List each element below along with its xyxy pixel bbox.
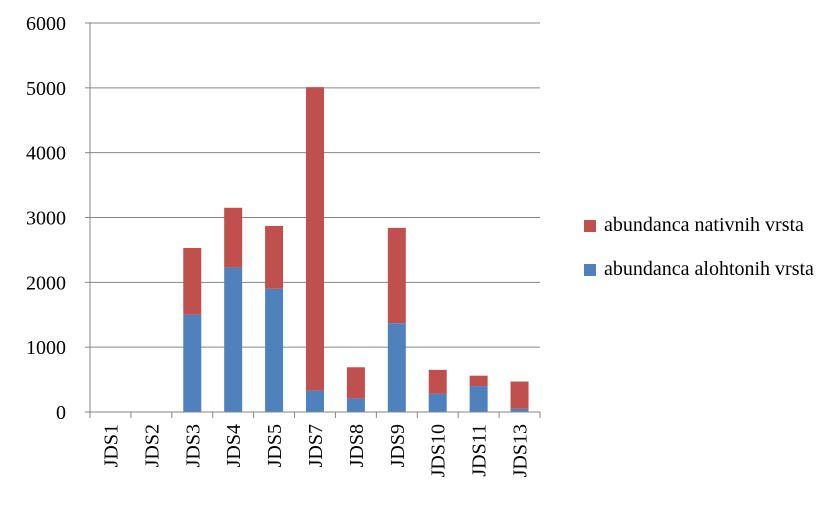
bar-segment bbox=[265, 225, 284, 289]
bar-segment bbox=[183, 314, 202, 412]
y-tick-label: 5000 bbox=[26, 78, 66, 100]
x-tick-label: JDS9 bbox=[387, 424, 409, 467]
y-tick-label: 3000 bbox=[26, 208, 66, 230]
bar-segment bbox=[346, 398, 365, 412]
x-tick-label: JDS8 bbox=[346, 424, 368, 467]
x-tick-label: JDS7 bbox=[305, 424, 327, 467]
legend-entry: abundanca alohtonih vrsta bbox=[584, 256, 824, 282]
y-tick-label: 2000 bbox=[26, 272, 66, 294]
bar-segment bbox=[346, 367, 365, 399]
bar-segment bbox=[183, 247, 202, 315]
bar-segment bbox=[428, 369, 447, 394]
bar-segment bbox=[224, 267, 243, 412]
x-tick-label: JDS4 bbox=[223, 424, 245, 467]
legend-label: abundanca alohtonih vrsta bbox=[604, 258, 814, 280]
y-tick-label: 4000 bbox=[26, 143, 66, 165]
legend-label: abundanca nativnih vrsta bbox=[604, 214, 804, 236]
x-tick-label: JDS10 bbox=[428, 424, 450, 477]
bar-segment bbox=[306, 87, 324, 391]
bar-segment bbox=[469, 386, 488, 412]
x-tick-label: JDS3 bbox=[182, 424, 204, 467]
bar-segment bbox=[510, 381, 529, 409]
legend: abundanca nativnih vrsta abundanca alohto… bbox=[584, 212, 824, 300]
x-tick-label: JDS11 bbox=[469, 424, 491, 477]
bar-segment bbox=[469, 375, 488, 387]
y-tick-label: 1000 bbox=[26, 337, 66, 359]
x-tick-label: JDS2 bbox=[141, 424, 163, 467]
y-tick-label: 6000 bbox=[26, 13, 66, 35]
legend-entry: abundanca nativnih vrsta bbox=[584, 212, 824, 238]
bar-segment bbox=[428, 393, 447, 412]
bar-segment bbox=[265, 288, 284, 412]
bar-segment bbox=[387, 227, 406, 324]
bar-segment bbox=[224, 207, 243, 268]
legend-swatch bbox=[584, 220, 596, 232]
bar-segment bbox=[306, 390, 324, 412]
x-tick-label: JDS13 bbox=[510, 424, 532, 477]
legend-swatch bbox=[584, 264, 596, 276]
x-tick-label: JDS5 bbox=[264, 424, 286, 467]
bar-segment bbox=[387, 323, 406, 412]
y-tick-label: 0 bbox=[56, 402, 66, 424]
bar-segment bbox=[510, 408, 529, 412]
x-tick-label: JDS1 bbox=[100, 424, 122, 467]
